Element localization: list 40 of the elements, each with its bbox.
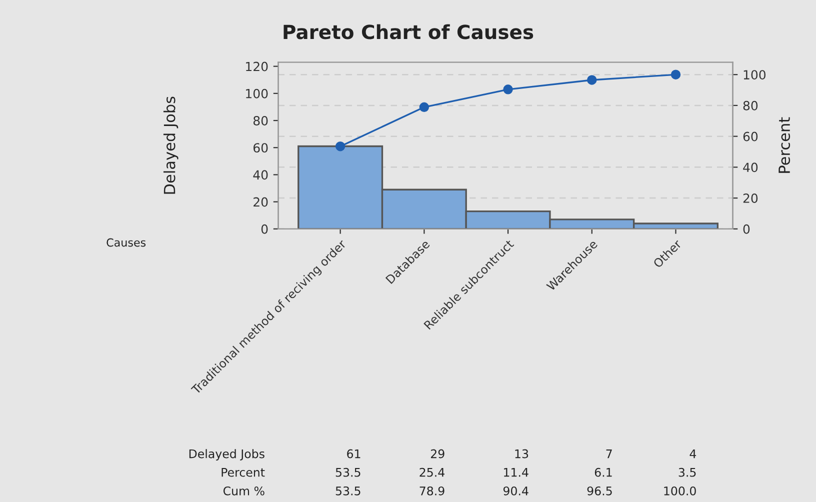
data-label: 29 (430, 449, 444, 458)
y2-tick-label: 60 (743, 132, 758, 142)
data-label: 13 (515, 449, 528, 458)
data-label: 78.9 (420, 486, 444, 496)
text: 11.4 (504, 468, 528, 477)
point (587, 75, 597, 85)
text: 3.5 (678, 468, 696, 477)
point (419, 102, 430, 112)
text: 53.5 (336, 468, 360, 477)
y2-tick-label: 20 (743, 194, 758, 203)
y-tick-label: 100 (246, 88, 268, 98)
y-tick-label: 0 (261, 224, 268, 234)
data-label: 90.4 (503, 486, 528, 496)
text: 25.4 (420, 468, 444, 477)
text: Cum % (223, 486, 264, 496)
y2-tick-label: 80 (743, 100, 758, 110)
y2-tick-label: 100 (744, 70, 766, 80)
y2-tick-label: 40 (743, 162, 758, 172)
text: 6.1 (594, 468, 612, 477)
y-tick-label: 80 (253, 116, 268, 126)
data-label: 4 (690, 449, 696, 458)
data-label: 61 (347, 449, 360, 458)
y-tick-label: 20 (254, 197, 268, 207)
y-tick-label: 120 (246, 62, 268, 72)
y-axis-title: Delayed Jobs (163, 96, 178, 194)
chart-title: Pareto Chart of Causes (284, 24, 534, 40)
data-label: 100.0 (664, 486, 696, 496)
x-axis-title: Causes (106, 238, 146, 247)
data-label: 53.5 (336, 486, 360, 496)
point (503, 84, 513, 94)
y2-tick-label: 0 (743, 224, 750, 234)
y-tick-label: 60 (254, 143, 268, 153)
data-label: 7 (606, 449, 612, 458)
y-tick-label: 40 (253, 170, 268, 180)
point (670, 70, 681, 80)
text: Percent (222, 468, 265, 477)
y2-axis-title: Percent (778, 117, 790, 173)
data-label: 96.5 (587, 486, 612, 496)
text: Delayed Jobs (189, 449, 264, 461)
point (335, 141, 346, 152)
